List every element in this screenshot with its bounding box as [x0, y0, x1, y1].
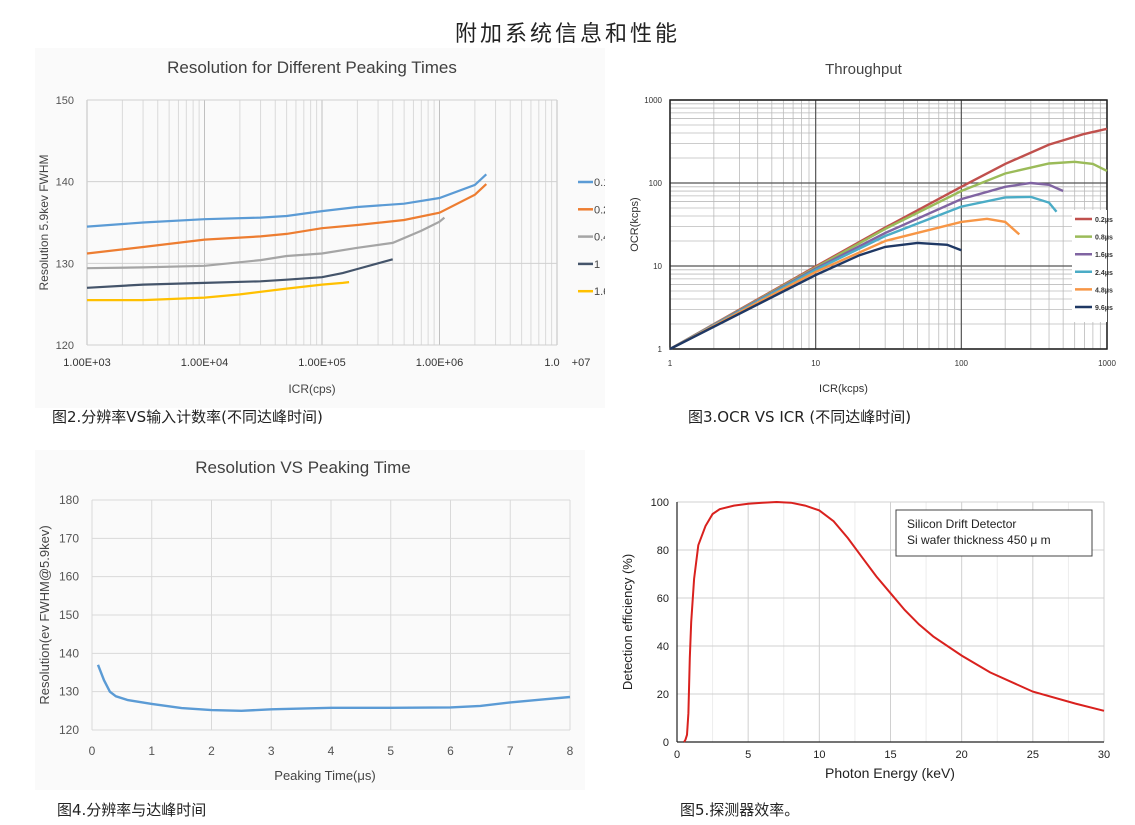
chart1-legend-label: 0.1 — [594, 177, 605, 189]
chart2-x-tick-label: 10 — [811, 359, 820, 368]
chart4-x-axis-label: Photon Energy (keV) — [825, 765, 955, 781]
chart1-legend-label: 0.2 — [594, 204, 605, 216]
chart2-y-tick-label: 100 — [649, 179, 663, 188]
chart4-x-tick-label: 25 — [1027, 749, 1039, 761]
chart2-series-line — [669, 160, 1108, 351]
chart2-y-tick-label: 1 — [658, 345, 663, 354]
chart1-x-tick-label: 1.00E+03 — [63, 357, 110, 369]
chart2-legend-label: 0.2μs — [1095, 217, 1113, 224]
chart4-annotation-box — [895, 509, 1093, 557]
chart3-y-tick-label: 170 — [59, 531, 79, 545]
caption-fig5: 图5.探测器效率。 — [680, 801, 800, 819]
chart3-y-tick-label: 120 — [59, 723, 79, 737]
caption-fig2: 图2.分辨率VS输入计数率(不同达峰时间) — [52, 408, 323, 426]
chart3-y-tick-label: 160 — [59, 570, 79, 584]
chart3-x-tick-label: 4 — [328, 744, 335, 758]
chart1-x-tick-label: 1.00E+04 — [181, 357, 228, 369]
chart4-x-tick-label: 15 — [884, 749, 896, 761]
chart3-series-line — [96, 664, 571, 713]
chart3-y-tick-label: 150 — [59, 608, 79, 622]
chart3-x-tick-label: 0 — [89, 744, 96, 758]
chart2-series-line — [669, 217, 1021, 351]
chart3-y-tick-label: 180 — [59, 493, 79, 507]
chart3-y-tick-label: 140 — [59, 646, 79, 660]
chart1-x-tick-label: 1.0 — [544, 357, 559, 369]
chart2-legend-label: 4.8μs — [1095, 287, 1113, 294]
caption-fig4: 图4.分辨率与达峰时间 — [57, 801, 207, 819]
chart1-y-tick-label: 120 — [56, 340, 74, 352]
chart3-x-tick-label: 1 — [148, 744, 155, 758]
chart1-series-line — [86, 216, 446, 270]
caption-fig3: 图3.OCR VS ICR (不同达峰时间) — [688, 408, 912, 426]
chart2-x-tick-label: 1000 — [1098, 359, 1116, 368]
chart3-x-tick-label: 6 — [447, 744, 454, 758]
chart1-x-tick-label: 1.00E+06 — [416, 357, 463, 369]
chart3-x-tick-label: 3 — [268, 744, 275, 758]
chart4-series-line — [683, 500, 1105, 743]
chart1-y-tick-label: 150 — [56, 95, 74, 107]
chart2-legend-label: 2.4μs — [1095, 270, 1113, 277]
chart4-y-tick-label: 60 — [657, 593, 669, 605]
chart1-series-line — [86, 173, 488, 228]
chart-resolution-peaking: Resolution VS Peaking Time 120 130 140 150 16… — [35, 450, 585, 790]
chart2-legend-label: 9.6μs — [1095, 305, 1113, 312]
chart2-x-tick-label: 100 — [955, 359, 969, 368]
chart3-title: Resolution VS Peaking Time — [195, 458, 410, 477]
chart4-y-tick-label: 0 — [663, 737, 669, 749]
chart4-y-tick-label: 40 — [657, 641, 669, 653]
chart2-x-tick-label: 1 — [668, 359, 673, 368]
chart-detection-efficiency: 0 20 40 60 80 100 0 5 10 15 20 25 30 Photon Energy (k… — [605, 488, 1120, 788]
chart2-y-tick-label: 10 — [653, 262, 662, 271]
chart1-x-axis-label: ICR(cps) — [288, 382, 335, 396]
chart4-x-tick-label: 10 — [813, 749, 825, 761]
chart4-y-tick-label: 100 — [651, 497, 669, 509]
chart2-series-line — [669, 181, 1064, 351]
chart4-x-tick-label: 20 — [956, 749, 968, 761]
chart4-y-tick-label: 20 — [657, 689, 669, 701]
chart3-y-axis-label: Resolution(ev FWHM@5.9kev) — [37, 525, 52, 704]
page-title: 附加系统信息和性能 — [454, 22, 680, 47]
chart3-x-tick-label: 8 — [567, 744, 574, 758]
chart1-legend-label: 1 — [594, 259, 600, 271]
chart4-y-tick-label: 80 — [657, 545, 669, 557]
chart3-y-tick-label: 130 — [59, 685, 79, 699]
chart1-x-tick-label: +07 — [572, 357, 591, 369]
chart3-background — [35, 450, 585, 790]
chart2-y-axis-label: OCR(kcps) — [629, 197, 641, 251]
chart4-x-tick-label: 5 — [745, 749, 751, 761]
chart-resolution-icr-svg: Resolution for Different Peaking Times 12… — [35, 48, 609, 408]
chart1-series-line — [86, 183, 488, 255]
chart-detection-efficiency-svg: 0 20 40 60 80 100 0 5 10 15 20 25 30 Photon Energy (k… — [620, 497, 1110, 781]
chart2-legend-background — [1072, 210, 1107, 322]
chart4-annotation-line: Si wafer thickness 450 μ m — [907, 533, 1051, 547]
chart4-y-axis-label: Detection efficiency (%) — [620, 554, 635, 690]
chart1-series-line — [87, 281, 350, 302]
chart-throughput-svg: Throughput 1 10 100 1000 1 10 100 1000 ICR(kcps) O… — [629, 61, 1116, 395]
chart4-x-tick-label: 0 — [674, 749, 680, 761]
chart4-x-tick-label: 30 — [1098, 749, 1110, 761]
chart-throughput: Throughput 1 10 100 1000 1 10 100 1000 ICR(kcps) O… — [620, 52, 1120, 402]
chart-resolution-peaking-svg: Resolution VS Peaking Time12013014015016… — [35, 450, 585, 790]
chart1-series-line — [86, 258, 393, 289]
chart1-x-tick-label: 1.00E+05 — [298, 357, 345, 369]
chart1-legend-label: 1.6 — [594, 286, 605, 298]
chart3-x-tick-label: 7 — [507, 744, 514, 758]
chart2-legend-label: 0.8μs — [1095, 235, 1113, 242]
chart2-series-line — [669, 195, 1058, 351]
chart2-legend-label: 1.6μs — [1095, 252, 1113, 259]
chart2-x-axis-label: ICR(kcps) — [819, 383, 868, 395]
chart1-title: Resolution for Different Peaking Times — [167, 58, 457, 77]
chart4-annotation-line: Silicon Drift Detector — [907, 517, 1016, 531]
chart1-y-tick-label: 140 — [56, 177, 74, 189]
chart1-legend-label: 0.4 — [594, 232, 605, 244]
chart3-x-axis-label: Peaking Time(μs) — [274, 768, 375, 783]
chart1-y-axis-label: Resolution 5.9kev FWHM — [37, 154, 51, 290]
chart3-x-tick-label: 2 — [208, 744, 215, 758]
chart-resolution-icr: Resolution for Different Peaking Times 12… — [35, 48, 609, 408]
chart2-y-tick-label: 1000 — [644, 96, 662, 105]
chart2-title: Throughput — [825, 61, 903, 78]
chart2-series-line — [669, 241, 962, 351]
chart3-x-tick-label: 5 — [387, 744, 394, 758]
chart1-y-tick-label: 130 — [56, 258, 74, 270]
